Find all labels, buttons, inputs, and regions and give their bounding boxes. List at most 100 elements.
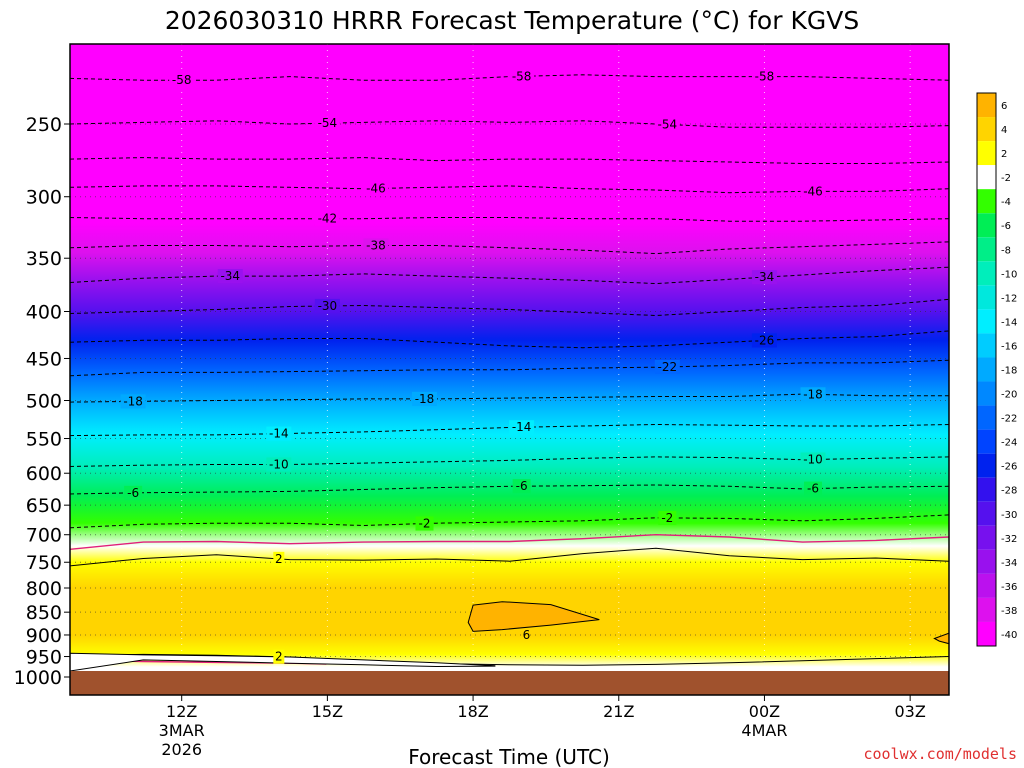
colorbar-swatch <box>977 93 996 118</box>
isotherm-label: -42 <box>318 212 338 226</box>
isotherm-label-bg <box>654 359 680 374</box>
colorbar-swatch <box>977 189 996 214</box>
colorbar-label: 2 <box>1001 149 1007 160</box>
isotherm-label-bg <box>654 117 680 132</box>
y-axis-ticks: 2503003504004505005506006507007508008509… <box>14 114 70 689</box>
isotherm-label: -2 <box>661 511 673 525</box>
isotherm-label: -2 <box>419 517 431 531</box>
colorbar-label: -26 <box>1001 462 1017 473</box>
isotherm-labels: -6 2 -58 -58 -58 -54 -54 -46 -46 -42 -38 -34 -34 -30 -… <box>120 69 826 664</box>
isotherm-label-bg <box>217 269 243 284</box>
x-tick-label: 18Z <box>457 702 488 721</box>
ground-layer <box>70 671 949 695</box>
colorbar-label: -34 <box>1001 558 1017 569</box>
isotherm-label-bg <box>804 481 823 496</box>
colorbar-label: -8 <box>1001 245 1011 256</box>
colorbar-swatch <box>977 405 996 430</box>
isotherm-2-line <box>70 547 949 567</box>
isotherm-label: -30 <box>318 299 338 313</box>
x-tick-label: 21Z <box>603 702 634 721</box>
colorbar-swatch <box>977 621 996 646</box>
isotherm-label-bg <box>124 485 143 500</box>
y-tick-label: 1000 <box>14 667 62 689</box>
isotherm-label-bg <box>509 420 535 435</box>
isotherm-label-bg <box>273 649 285 664</box>
isotherm-label: -54 <box>318 116 338 130</box>
isotherm-label-bg <box>266 457 292 472</box>
y-tick-label: 700 <box>26 525 62 547</box>
colorbar-swatch <box>977 597 996 622</box>
colorbar-label: -16 <box>1001 341 1017 352</box>
colorbar-swatch <box>977 285 996 310</box>
y-tick-label: 350 <box>26 248 62 270</box>
colorbar-label: -24 <box>1001 438 1017 449</box>
colorbar-swatch <box>977 333 996 358</box>
y-tick-label: 250 <box>26 114 62 136</box>
warm-pocket-region <box>467 601 600 632</box>
x-tick-label: 15Z <box>312 702 343 721</box>
y-tick-label: 650 <box>26 495 62 517</box>
isotherm-label-bg <box>512 479 531 494</box>
colorbar: 6 4 2 -2 -4 -6 -8 -10 -12 -14 -16 -18 -20 -22 -24 -26 -2… <box>976 92 1017 647</box>
credit-text[interactable]: coolwx.com/models <box>863 745 1017 763</box>
isotherm-label-bg <box>412 391 438 406</box>
x-tick-label: 03Z <box>894 702 925 721</box>
colorbar-swatch <box>977 309 996 334</box>
colorbar-label: -32 <box>1001 534 1017 545</box>
time-gridlines <box>181 44 911 695</box>
colorbar-frame <box>976 92 997 647</box>
warm-pocket-label: 6 <box>523 628 531 642</box>
colorbar-label: -38 <box>1001 606 1017 617</box>
isotherm-label: -6 <box>127 486 139 500</box>
isotherm-label-bg <box>266 426 292 441</box>
colorbar-label: -10 <box>1001 269 1017 280</box>
isotherm-label: 2 <box>275 650 283 664</box>
colorbar-label: -12 <box>1001 293 1017 304</box>
colorbar-label: -20 <box>1001 390 1017 401</box>
colorbar-swatch <box>977 501 996 526</box>
x-tick-sublabel: 3MAR <box>159 721 205 740</box>
isotherm-label: -6 <box>516 479 528 493</box>
colorbar-swatch <box>977 549 996 574</box>
plot-frame <box>69 43 950 696</box>
isotherm-label-bg <box>363 238 389 253</box>
x-tick-sublabel: 4MAR <box>741 721 787 740</box>
isotherm-label-bg <box>120 394 146 409</box>
colorbar-swatch <box>977 477 996 502</box>
y-tick-label: 600 <box>26 463 62 485</box>
isotherm-label: -14 <box>512 420 532 434</box>
colorbar-label: -2 <box>1001 173 1011 184</box>
isotherm-label-bg <box>800 452 826 467</box>
colorbar-label: -18 <box>1001 366 1017 377</box>
colorbar-label: -28 <box>1001 486 1017 497</box>
isotherm-label-bg <box>314 298 340 313</box>
isotherm-label: -58 <box>172 73 192 87</box>
colorbar-swatch <box>977 525 996 550</box>
colorbar-swatch <box>977 165 996 190</box>
colorbar-swatch <box>977 213 996 238</box>
chart-title: 2026030310 HRRR Forecast Temperature (°C… <box>165 6 859 35</box>
colorbar-swatch <box>977 117 996 142</box>
isotherm-label: -26 <box>755 333 775 347</box>
y-tick-label: 800 <box>26 578 62 600</box>
colorbar-swatch <box>977 573 996 598</box>
temperature-field <box>70 44 949 695</box>
colorbar-label: -40 <box>1001 630 1017 641</box>
isotherm-label-bg <box>415 516 434 531</box>
isotherm-label: -6 <box>807 482 819 496</box>
colorbar-swatch <box>977 261 996 286</box>
isotherm-label-bg <box>314 211 340 226</box>
isotherm-label: -18 <box>123 394 143 408</box>
y-tick-label: 900 <box>26 625 62 647</box>
colorbar-label: -36 <box>1001 582 1017 593</box>
plot-area: -6 2 -58 -58 -58 -54 -54 -46 -46 -42 -38 -34 -34 -30 -… <box>70 44 949 695</box>
isotherm-label: -34 <box>220 269 240 283</box>
isotherm-label-bg <box>658 510 677 525</box>
y-tick-label: 400 <box>26 301 62 323</box>
isotherm-label: -38 <box>366 238 386 252</box>
zero-isotherm-line <box>70 533 949 550</box>
isotherm-label: -58 <box>512 69 532 83</box>
isotherm-label-bg <box>273 551 285 566</box>
colorbar-label: -6 <box>1001 221 1011 232</box>
